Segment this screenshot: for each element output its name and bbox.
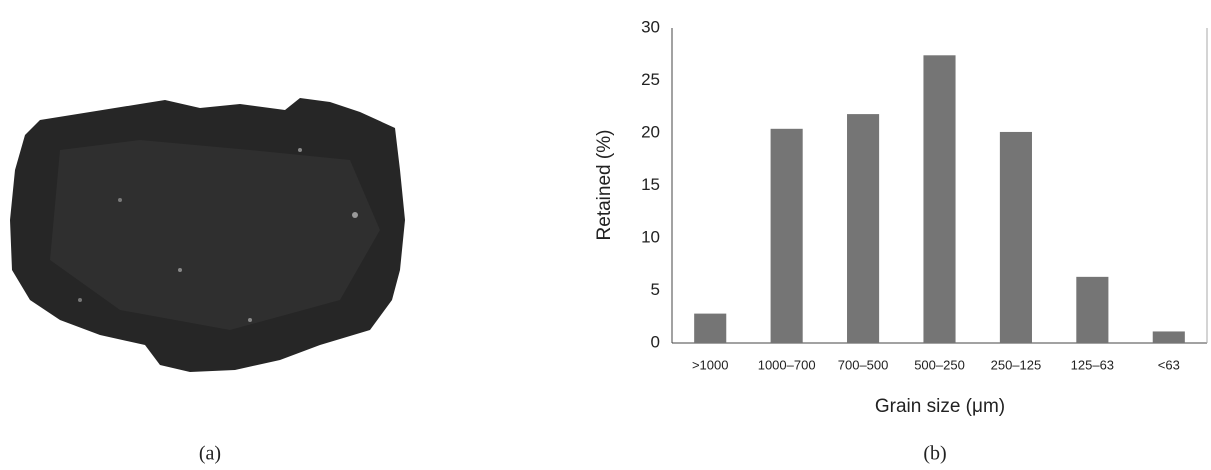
y-tick-label: 10	[641, 227, 660, 246]
bar	[847, 114, 879, 343]
bar	[694, 314, 726, 343]
y-axis-title: Retained (%)	[594, 130, 615, 241]
x-tick-label: 500–250	[914, 357, 965, 372]
bar	[1000, 132, 1032, 343]
y-tick-label: 25	[641, 70, 660, 89]
x-tick-label: 250–125	[991, 357, 1042, 372]
bar	[1153, 331, 1185, 343]
x-tick-label: 1000–700	[758, 357, 816, 372]
x-tick-label: <63	[1158, 357, 1180, 372]
y-tick-label: 15	[641, 175, 660, 194]
bar	[1076, 277, 1108, 343]
x-tick-label: 700–500	[838, 357, 889, 372]
panel-label: (b)	[923, 443, 946, 465]
y-tick-label: 0	[651, 332, 660, 351]
x-tick-label: 125–63	[1071, 357, 1114, 372]
y-tick-label: 30	[641, 17, 660, 36]
figure: (a) (b) Grain size (μm) Retained (%) 0 5 1…	[0, 0, 1211, 470]
y-tick-label: 5	[651, 280, 660, 299]
bar	[771, 129, 803, 343]
panel-label: (a)	[199, 443, 221, 465]
x-tick-label: >1000	[692, 357, 729, 372]
x-axis-title: Grain size (μm)	[875, 396, 1005, 417]
bar	[923, 55, 955, 343]
y-tick-label: 20	[641, 122, 660, 141]
photo	[10, 98, 405, 372]
